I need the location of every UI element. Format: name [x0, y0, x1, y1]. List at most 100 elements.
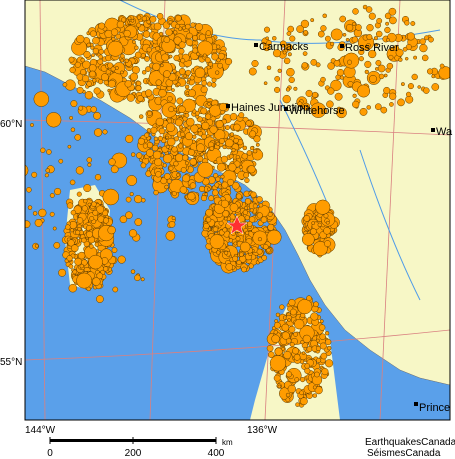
- earthquake: [182, 98, 196, 113]
- earthquake: [319, 342, 327, 350]
- earthquake: [282, 94, 291, 104]
- earthquake: [364, 69, 369, 75]
- earthquake: [375, 59, 382, 66]
- earthquake: [173, 30, 178, 35]
- scale-unit: km: [222, 438, 233, 447]
- earthquake: [178, 48, 185, 55]
- earthquake: [406, 32, 415, 41]
- earthquake: [83, 184, 92, 193]
- earthquake: [229, 132, 235, 137]
- earthquake: [431, 83, 440, 91]
- earthquake: [58, 158, 64, 164]
- earthquake: [136, 95, 144, 102]
- earthquake: [266, 229, 282, 245]
- earthquake: [185, 38, 194, 47]
- earthquake: [158, 89, 167, 98]
- earthquake: [32, 211, 38, 216]
- earthquake: [149, 15, 157, 23]
- earthquake: [438, 66, 450, 80]
- earthquake: [185, 69, 191, 76]
- earthquake: [273, 330, 278, 335]
- earthquake: [274, 321, 281, 329]
- earthquake: [389, 16, 397, 25]
- earthquake: [173, 107, 178, 112]
- earthquake: [352, 93, 357, 98]
- earthquake: [388, 7, 397, 16]
- earthquake: [66, 202, 74, 209]
- earthquake: [144, 56, 150, 62]
- earthquake: [389, 102, 394, 107]
- earthquake: [246, 150, 253, 156]
- earthquake: [212, 189, 219, 196]
- earthquake: [267, 223, 275, 231]
- earthquake: [310, 18, 315, 23]
- earthquake: [94, 174, 102, 181]
- earthquake: [304, 367, 311, 374]
- earthquake: [92, 36, 100, 45]
- earthquake: [279, 40, 287, 48]
- earthquake: [34, 218, 43, 227]
- earthquake: [398, 57, 403, 62]
- earthquake: [225, 125, 230, 131]
- earthquake: [368, 12, 376, 20]
- earthquake: [323, 227, 331, 235]
- earthquake: [81, 237, 87, 243]
- earthquake: [244, 205, 249, 211]
- earthquake: [223, 216, 228, 221]
- earthquake: [165, 144, 170, 149]
- earthquake: [378, 73, 385, 80]
- earthquake: [306, 346, 313, 353]
- earthquake: [134, 45, 139, 51]
- earthquake: [239, 241, 251, 253]
- earthquake: [187, 192, 196, 201]
- earthquake: [171, 146, 178, 153]
- earthquake: [81, 74, 90, 83]
- earthquake: [107, 62, 114, 69]
- earthquake: [145, 148, 154, 157]
- earthquake: [127, 16, 132, 21]
- earthquake: [346, 59, 353, 65]
- earthquake: [189, 182, 197, 189]
- earthquake: [310, 59, 318, 66]
- earthquake: [135, 85, 142, 92]
- scale-tick-label: 200: [125, 448, 142, 459]
- earthquake: [407, 83, 414, 90]
- earthquake: [216, 250, 221, 255]
- earthquake: [168, 106, 175, 113]
- earthquake: [285, 87, 291, 92]
- earthquake: [92, 78, 97, 83]
- earthquake: [86, 230, 93, 238]
- earthquake: [285, 397, 291, 403]
- earthquake: [375, 30, 383, 38]
- earthquake: [411, 73, 418, 81]
- earthquake: [329, 41, 335, 47]
- earthquake: [300, 397, 308, 406]
- earthquake: [140, 162, 147, 169]
- earthquake: [274, 347, 283, 356]
- earthquake: [197, 128, 202, 133]
- earthquake: [96, 272, 104, 280]
- earthquake: [150, 126, 158, 134]
- earthquake: [74, 134, 81, 141]
- earthquake: [290, 308, 297, 316]
- earthquake: [192, 134, 197, 139]
- earthquake: [187, 77, 191, 82]
- earthquake: [217, 62, 223, 69]
- earthquake: [352, 8, 359, 15]
- earthquake: [400, 82, 405, 87]
- earthquake: [314, 211, 319, 216]
- earthquake: [355, 24, 362, 31]
- earthquake: [84, 91, 94, 100]
- earthquake: [283, 350, 292, 360]
- earthquake: [318, 324, 326, 331]
- earthquake: [205, 30, 212, 36]
- earthquake: [306, 295, 312, 302]
- earthquake: [195, 23, 203, 31]
- earthquake: [243, 172, 250, 179]
- earthquake: [224, 250, 229, 255]
- earthquake: [134, 51, 142, 59]
- earthquake: [233, 123, 241, 131]
- earthquake: [52, 226, 57, 231]
- earthquake: [314, 386, 323, 395]
- earthquake: [152, 150, 162, 160]
